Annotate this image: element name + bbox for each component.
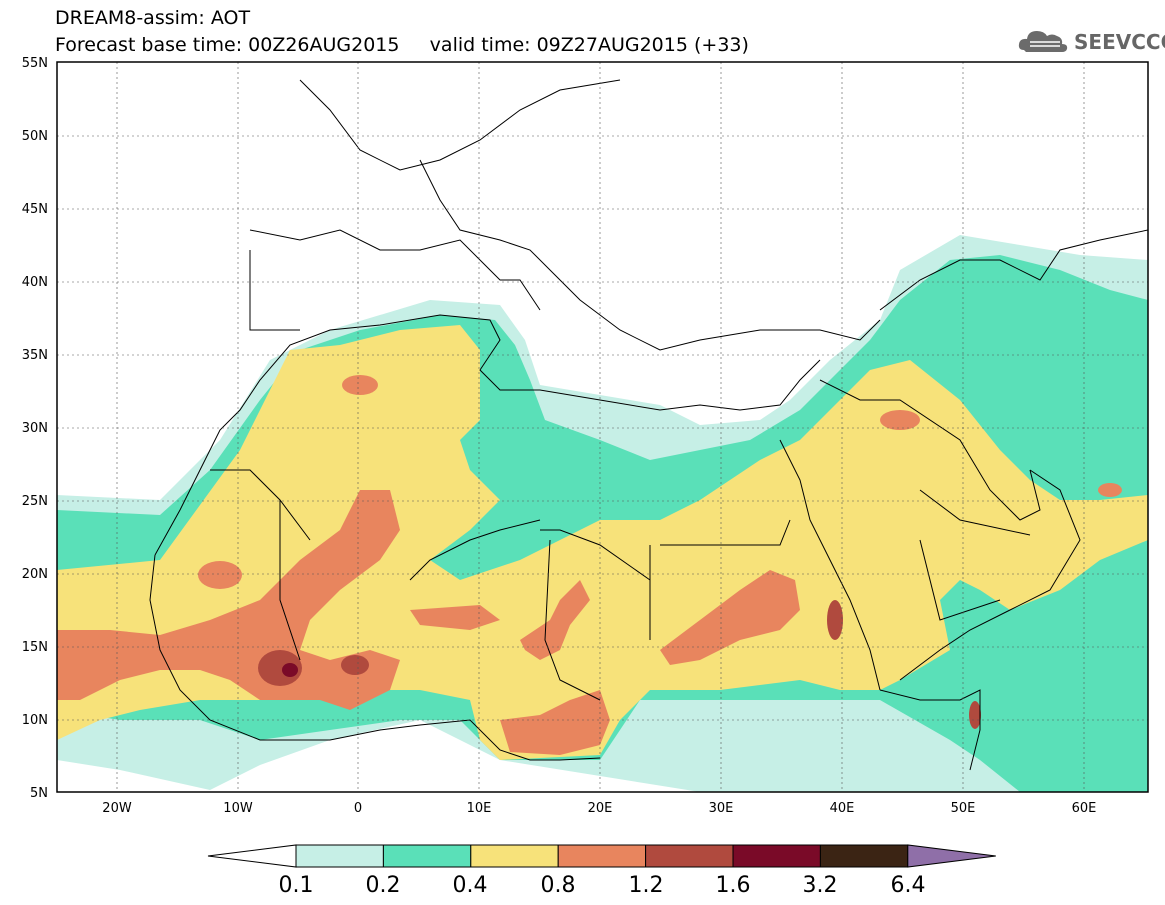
lon-tick: 50E [951, 801, 976, 816]
lat-tick: 15N [22, 640, 48, 655]
aot-band-0.8 [57, 375, 1122, 755]
colorbar-label: 6.4 [891, 873, 926, 898]
colorbar-segment [470, 844, 559, 868]
coastlines [149, 79, 1148, 771]
colorbar-labels: 0.1 0.2 0.4 0.8 1.2 1.6 3.2 6.4 [279, 873, 926, 898]
lon-tick: 10E [467, 801, 492, 816]
colorbar-label: 0.1 [279, 873, 314, 898]
seevccc-logo: SEEVCCC [1018, 24, 1165, 58]
colorbar-label: 1.2 [629, 873, 664, 898]
lat-tick: 30N [22, 421, 48, 436]
lat-tick: 20N [22, 567, 48, 582]
forecast-times: Forecast base time: 00Z26AUG2015 valid t… [55, 34, 749, 56]
aot-band-1.2 [258, 600, 981, 729]
colorbar-label: 0.2 [366, 873, 401, 898]
lat-axis: 55N 50N 45N 40N 35N 30N 25N 20N 15N 10N … [22, 56, 48, 801]
colorbar-label: 3.2 [803, 873, 838, 898]
aot-band-1.6 [282, 663, 298, 677]
aot-band-0.4 [57, 325, 1148, 760]
lon-tick: 40E [830, 801, 855, 816]
lat-tick: 45N [22, 202, 48, 217]
colorbar [207, 844, 996, 868]
colorbar-segment [382, 844, 472, 868]
lat-tick: 35N [22, 348, 48, 363]
colorbar-segment [819, 844, 909, 868]
lat-tick: 5N [30, 786, 48, 801]
graticule [57, 62, 1148, 792]
lat-tick: 40N [22, 275, 48, 290]
colorbar-segment [295, 844, 384, 868]
lat-tick: 10N [22, 713, 48, 728]
lat-tick: 50N [22, 129, 48, 144]
map-title: DREAM8-assim: AOT [55, 7, 251, 29]
colorbar-label: 0.8 [541, 873, 576, 898]
lat-tick: 55N [22, 56, 48, 71]
colorbar-label: 1.6 [716, 873, 751, 898]
colorbar-over-triangle [907, 844, 996, 868]
colorbar-label: 0.4 [453, 873, 488, 898]
lon-tick: 20E [588, 801, 613, 816]
colorbar-segment [557, 844, 647, 868]
lon-tick: 10W [223, 801, 253, 816]
colorbar-under-triangle [207, 844, 297, 868]
lon-tick: 60E [1072, 801, 1097, 816]
cloud-icon [1018, 31, 1068, 52]
lon-tick: 20W [102, 801, 132, 816]
lat-tick: 25N [22, 494, 48, 509]
colorbar-segment [645, 844, 734, 868]
lon-tick: 0 [354, 801, 362, 816]
aot-field [57, 62, 1148, 792]
colorbar-segment [732, 844, 821, 868]
lon-tick: 30E [709, 801, 734, 816]
map-frame [56, 61, 1149, 793]
logo-text: SEEVCCC [1074, 30, 1165, 54]
lon-axis: 20W 10W 0 10E 20E 30E 40E 50E 60E [102, 801, 1096, 816]
